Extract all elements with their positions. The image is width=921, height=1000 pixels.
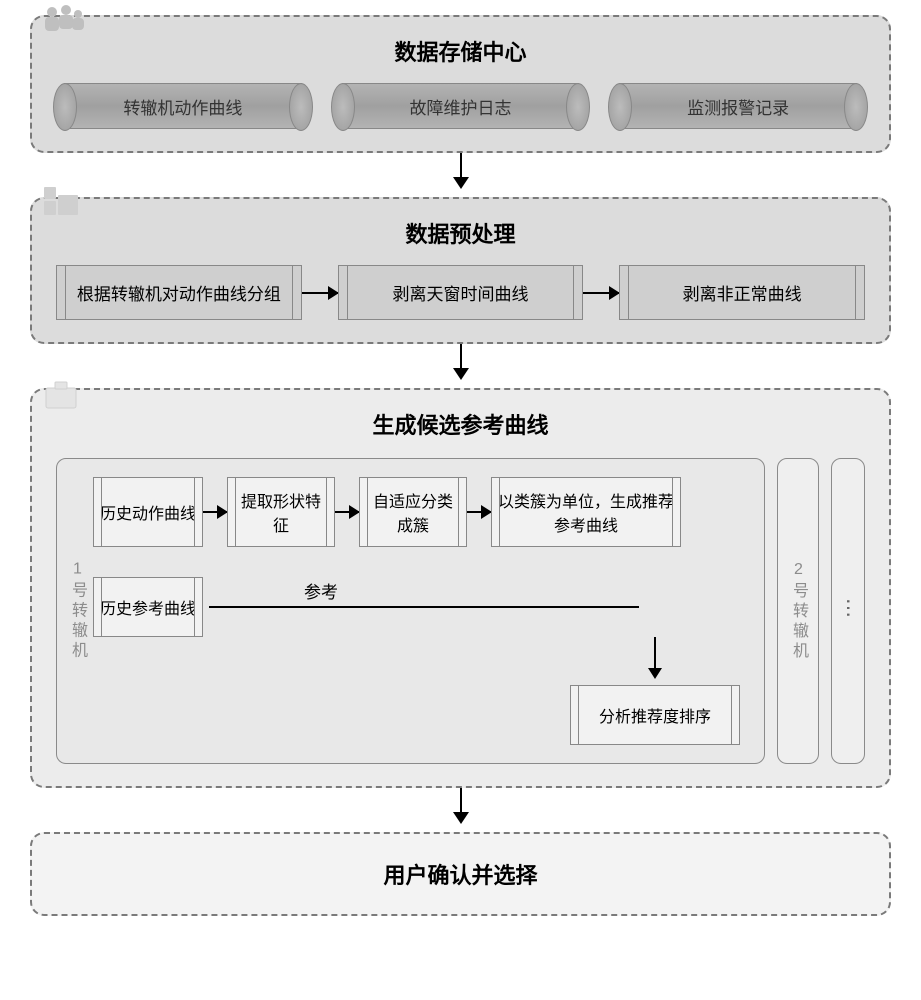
arrow-3-4: [30, 788, 891, 832]
preprocess-row: 根据转辙机对动作曲线分组 剥离天窗时间曲线 剥离非正常曲线: [56, 265, 865, 320]
arrow-2-3: [30, 344, 891, 388]
arrow-f34: [467, 511, 491, 513]
step-group: 根据转辙机对动作曲线分组: [56, 265, 302, 320]
arrow-step12: [302, 292, 338, 294]
box-generate-ref: 以类簇为单位，生成推荐参考曲线: [491, 477, 681, 547]
box-adaptive-cluster: 自适应分类成簇: [359, 477, 467, 547]
box-extract-shape: 提取形状特征: [227, 477, 335, 547]
arrow-f23: [335, 511, 359, 513]
section-generate: 生成候选参考曲线 1号转辙机 历史动作曲线 提取形状特征 自适应分类成簇 以类簇…: [30, 388, 891, 788]
ref-edge-label: 参考: [304, 578, 338, 603]
box-history-action: 历史动作曲线: [93, 477, 203, 547]
box-rank: 分析推荐度排序: [570, 685, 740, 745]
step-strip-skylight: 剥离天窗时间曲线: [338, 265, 584, 320]
arrow-f12: [203, 511, 227, 513]
section-user-confirm: 用户确认并选择: [30, 832, 891, 916]
people-icon: [42, 5, 86, 39]
arrow-step23: [583, 292, 619, 294]
cylinder-fault-log: 故障维护日志: [342, 83, 580, 129]
step-strip-abnormal: 剥离非正常曲线: [619, 265, 865, 320]
machine-more-panel: ⋯: [831, 458, 865, 764]
cylinder-action-curve: 转辙机动作曲线: [64, 83, 302, 129]
arrow-1-2: [30, 153, 891, 197]
section3-title: 生成候选参考曲线: [56, 408, 865, 440]
section-data-storage: 数据存储中心 转辙机动作曲线 故障维护日志 监测报警记录: [30, 15, 891, 153]
machine-1-panel: 1号转辙机 历史动作曲线 提取形状特征 自适应分类成簇 以类簇为单位，生成推荐参…: [56, 458, 765, 764]
machine-2-panel: 2号转辙机: [777, 458, 819, 764]
ref-row: 历史参考曲线 参考: [93, 577, 750, 637]
cylinder-row: 转辙机动作曲线 故障维护日志 监测报警记录: [56, 83, 865, 129]
box-history-ref: 历史参考曲线: [93, 577, 203, 637]
ref-line: 参考: [209, 606, 639, 608]
machine-1-label: 1号转辙机: [65, 561, 89, 662]
machine1-flow: 历史动作曲线 提取形状特征 自适应分类成簇 以类簇为单位，生成推荐参考曲线: [93, 477, 750, 547]
section1-title: 数据存储中心: [56, 35, 865, 67]
machine-2-label: 2号转辙机: [786, 561, 810, 662]
cylinder-alarm-record: 监测报警记录: [619, 83, 857, 129]
section4-title: 用户确认并选择: [383, 863, 537, 888]
section2-title: 数据预处理: [56, 217, 865, 249]
briefcase-icon: [44, 380, 78, 415]
blocks-icon: [44, 187, 80, 217]
section-preprocess: 数据预处理 根据转辙机对动作曲线分组 剥离天窗时间曲线 剥离非正常曲线: [30, 197, 891, 344]
arrow-to-rank: [654, 637, 656, 677]
machine-panels: 1号转辙机 历史动作曲线 提取形状特征 自适应分类成簇 以类簇为单位，生成推荐参…: [56, 458, 865, 764]
rank-row: 分析推荐度排序: [93, 685, 750, 745]
more-dots: ⋯: [836, 598, 860, 624]
